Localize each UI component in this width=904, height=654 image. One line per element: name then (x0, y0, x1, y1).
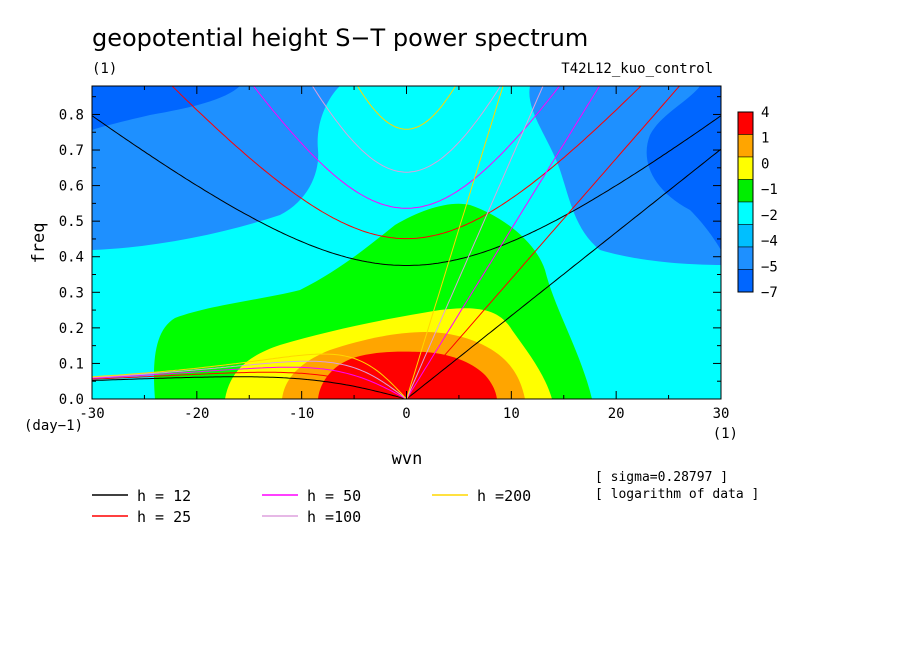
dispersion-curves (92, 86, 721, 399)
legend-label: h = 25 (137, 508, 191, 526)
colorbar-label: −4 (761, 234, 778, 250)
curve-rossby-h200 (92, 353, 407, 399)
curve-inertia-h25 (171, 86, 642, 240)
colorbar-label: −1 (761, 182, 778, 198)
colorbar-swatch (737, 269, 754, 293)
chart-subtitle-right: T42L12_kuo_control (561, 61, 713, 77)
y-tick-label: 0.8 (59, 107, 84, 123)
colorbar-label: −7 (761, 285, 778, 301)
legend-label: h = 50 (307, 487, 361, 505)
curve-rossby-h12 (92, 376, 407, 399)
colorbar-label: 1 (761, 131, 769, 147)
colorbar-label: −2 (761, 208, 778, 224)
colorbar-frame (737, 111, 754, 293)
curve-kelvin-h50 (406, 86, 601, 399)
contour-level-1 (318, 351, 497, 399)
x-axis: -30 -20 -10 0 10 20 30 (79, 86, 729, 422)
curve-kelvin-h200 (406, 86, 504, 399)
note-sigma: [ sigma=0.28797 ] (595, 470, 728, 485)
colorbar-swatch (737, 179, 754, 203)
x-tick-label: 0 (402, 406, 410, 422)
curve-inertia-h12 (92, 115, 721, 266)
y-tick-label: 0.6 (59, 179, 84, 195)
note-log: [ logarithm of data ] (595, 487, 759, 502)
contour-level-m7-left (92, 86, 240, 130)
y-tick-label: 0.4 (59, 250, 84, 266)
y-axis-label: freq (29, 223, 49, 264)
x-tick-label: 30 (713, 406, 730, 422)
curve-kelvin-h25 (406, 86, 681, 399)
x-tick-label: -30 (79, 406, 104, 422)
x-tick-label: -10 (289, 406, 314, 422)
curve-rossby-h50 (92, 366, 407, 399)
colorbar-swatch (737, 224, 754, 248)
curve-rossby-h100 (92, 360, 407, 399)
contour-level-m7-right (646, 86, 721, 250)
x-unit-label: (1) (713, 426, 738, 442)
colorbar-swatch (737, 111, 754, 135)
colorbar-swatch (737, 156, 754, 180)
y-tick-label: 0.0 (59, 392, 84, 408)
y-tick-label: 0.5 (59, 214, 84, 230)
curve-kelvin-h12 (406, 148, 721, 399)
chart-title: geopotential height S−T power spectrum (92, 24, 588, 52)
colorbar-label: 0 (761, 156, 769, 172)
colorbar-label: −5 (761, 259, 778, 275)
x-tick-label: -20 (184, 406, 209, 422)
y-tick-label: 0.7 (59, 143, 84, 159)
legend-label: h = 12 (137, 487, 191, 505)
y-tick-label: 0.2 (59, 321, 84, 337)
colorbar: 4 1 0 −1 −2 −4 −5 −7 (737, 105, 778, 301)
y-unit-label: (day−1) (24, 418, 83, 434)
legend-label: h =200 (477, 487, 531, 505)
legend: h = 12 h = 25 h = 50 h =100 h =200 (92, 487, 531, 526)
colorbar-swatch (737, 246, 754, 270)
plot-area (92, 86, 721, 399)
curve-kelvin-h100 (406, 86, 544, 399)
x-axis-label: wvn (392, 449, 423, 469)
chart-subtitle-left: (1) (92, 61, 117, 77)
legend-label: h =100 (307, 508, 361, 526)
y-axis: 0.0 0.1 0.2 0.3 0.4 0.5 0.6 0.7 0.8 (59, 96, 721, 408)
curve-inertia-h100 (311, 86, 502, 173)
colorbar-swatch (737, 134, 754, 158)
colorbar-swatch (737, 201, 754, 225)
y-tick-label: 0.3 (59, 285, 84, 301)
curve-rossby-h25 (92, 371, 407, 399)
x-tick-label: 10 (503, 406, 520, 422)
x-tick-label: 20 (608, 406, 625, 422)
y-tick-label: 0.1 (59, 356, 84, 372)
curve-inertia-h200 (356, 86, 457, 130)
colorbar-label: 4 (761, 105, 769, 121)
curve-inertia-h50 (252, 86, 561, 209)
